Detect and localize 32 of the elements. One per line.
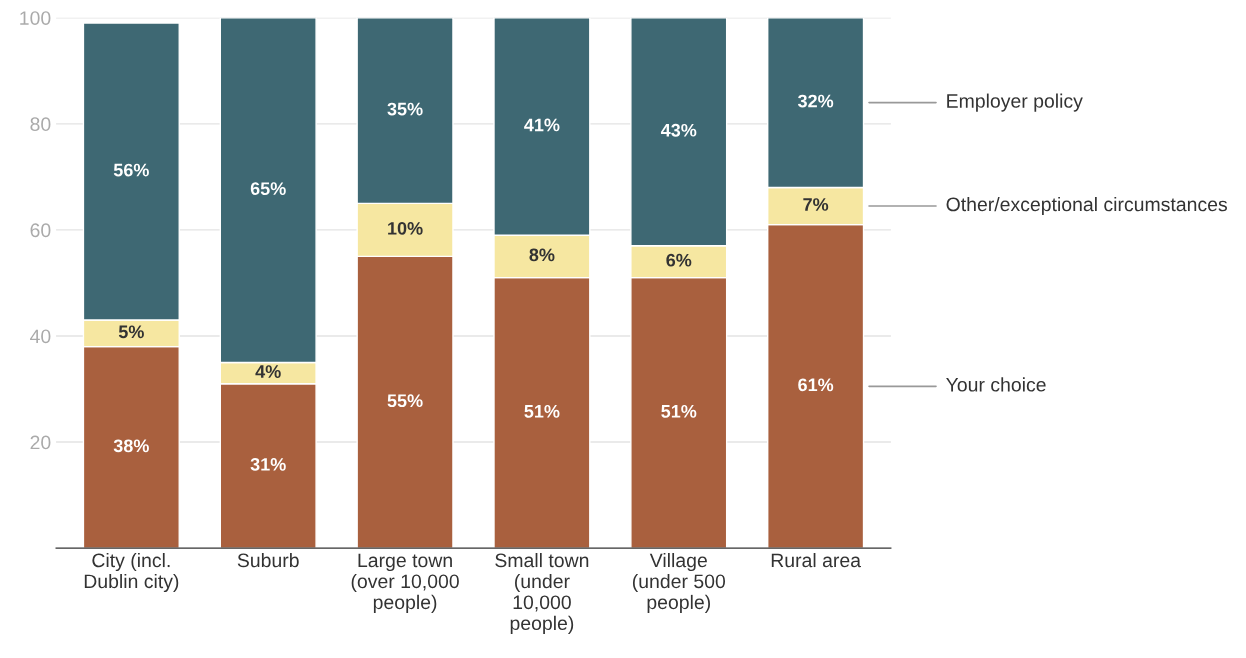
x-tick-label: Village (under 500 people) bbox=[632, 552, 726, 613]
data-label: 51% bbox=[661, 404, 697, 418]
y-tick-label: 60 bbox=[30, 223, 51, 238]
x-tick-label: Rural area bbox=[771, 552, 862, 568]
y-tick-label: 100 bbox=[20, 11, 51, 25]
data-label: 10% bbox=[388, 221, 423, 235]
data-label: 51% bbox=[524, 404, 560, 418]
data-label: 35% bbox=[387, 102, 423, 116]
y-tick-label: 80 bbox=[30, 117, 51, 132]
data-label: 7% bbox=[803, 198, 829, 211]
data-label: 6% bbox=[666, 253, 692, 267]
data-label: 43% bbox=[660, 123, 697, 137]
y-tick-label: 40 bbox=[30, 329, 51, 344]
text: Other/exceptional circumstances bbox=[946, 196, 1227, 216]
data-label: 41% bbox=[524, 118, 560, 132]
data-label: 5% bbox=[118, 325, 144, 339]
data-label: 4% bbox=[255, 365, 281, 378]
data-label: 55% bbox=[387, 394, 423, 408]
text: Your choice bbox=[946, 377, 1046, 392]
x-tick-label: Suburb bbox=[237, 552, 299, 568]
data-label: 8% bbox=[529, 248, 555, 262]
y-tick-label: 20 bbox=[30, 435, 51, 450]
x-tick-label: Large town (over 10,000 people) bbox=[351, 553, 459, 613]
data-label: 65% bbox=[250, 182, 286, 195]
data-label: 56% bbox=[113, 163, 149, 177]
x-tick-label: Small town (under 10,000 people) bbox=[495, 552, 589, 634]
data-label: 38% bbox=[113, 439, 149, 453]
text: Employer policy bbox=[947, 93, 1083, 112]
data-label: 31% bbox=[250, 457, 286, 471]
data-label: 61% bbox=[798, 378, 834, 392]
data-label: 32% bbox=[797, 94, 834, 108]
x-tick-label: City (incl. Dublin city) bbox=[84, 552, 179, 593]
